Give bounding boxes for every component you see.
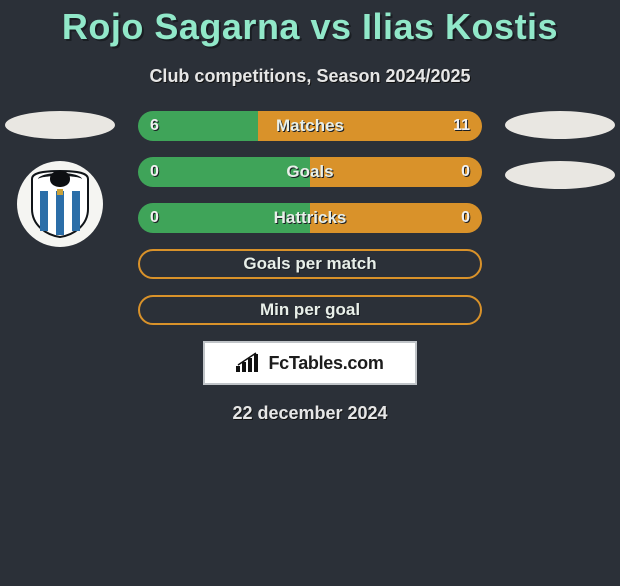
- bar-chart-icon: [236, 352, 262, 374]
- team-crest: [17, 161, 103, 247]
- stat-label: Hattricks: [274, 208, 347, 228]
- right-team-column: [500, 111, 620, 211]
- shield-icon: [28, 169, 92, 239]
- branding-text: FcTables.com: [268, 353, 383, 374]
- stat-row: Goals per match: [138, 249, 482, 279]
- stat-label: Matches: [276, 116, 344, 136]
- right-fill: [310, 157, 482, 187]
- team-logo-placeholder: [505, 111, 615, 139]
- comparison-bars: 6 11 Matches 0 0 Goals 0 0 Hattricks Goals per ma…: [138, 111, 482, 325]
- comparison-stage: 6 11 Matches 0 0 Goals 0 0 Hattricks Goals per ma…: [0, 111, 620, 325]
- date-stamp: 22 december 2024: [0, 403, 620, 424]
- stat-left-value: 0: [150, 163, 159, 181]
- team-logo-placeholder: [505, 161, 615, 189]
- left-team-column: [0, 111, 120, 247]
- page-title: Rojo Sagarna vs Ilias Kostis: [0, 6, 620, 48]
- stat-label: Min per goal: [260, 300, 360, 320]
- stat-label: Goals per match: [243, 254, 376, 274]
- stat-row: 0 0 Hattricks: [138, 203, 482, 233]
- team-logo-placeholder: [5, 111, 115, 139]
- stat-row: Min per goal: [138, 295, 482, 325]
- stat-right-value: 11: [453, 117, 470, 135]
- subtitle: Club competitions, Season 2024/2025: [0, 66, 620, 87]
- stat-row: 6 11 Matches: [138, 111, 482, 141]
- left-fill: [138, 157, 310, 187]
- stat-right-value: 0: [461, 209, 470, 227]
- stat-label: Goals: [286, 162, 333, 182]
- stat-left-value: 6: [150, 117, 159, 135]
- stat-left-value: 0: [150, 209, 159, 227]
- stat-right-value: 0: [461, 163, 470, 181]
- branding-box[interactable]: FcTables.com: [203, 341, 417, 385]
- stat-row: 0 0 Goals: [138, 157, 482, 187]
